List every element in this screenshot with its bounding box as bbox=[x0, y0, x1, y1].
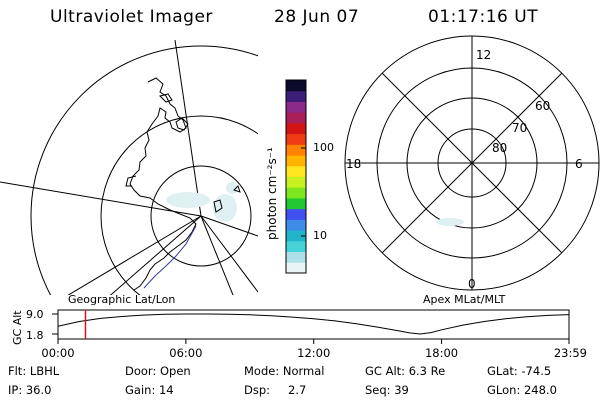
timeline-x-tick-label: 18:00 bbox=[425, 346, 458, 360]
date-label: 28 Jun 07 bbox=[274, 7, 360, 27]
instrument-title: Ultraviolet Imager bbox=[50, 7, 213, 27]
timeline-x-tick-label: 06:00 bbox=[169, 346, 202, 360]
mlt-label-top: 12 bbox=[476, 48, 491, 62]
colorbar-segment bbox=[286, 144, 306, 156]
gc-alt-curve bbox=[57, 313, 570, 335]
colorbar-segment bbox=[286, 112, 306, 124]
mlat-label-60: 60 bbox=[535, 99, 550, 113]
dsp-label: Dsp: bbox=[244, 383, 271, 397]
seq-info: Seq: 39 bbox=[365, 383, 409, 397]
gc-alt-info: GC Alt: 6.3 Re bbox=[365, 364, 446, 378]
timeline-x-tick-label: 23:59 bbox=[554, 346, 587, 360]
colorbar-segment bbox=[286, 208, 306, 220]
colorbar-segment bbox=[286, 80, 306, 92]
colorbar-segment bbox=[286, 133, 306, 145]
colorbar-segment bbox=[286, 101, 306, 113]
apex-polar-plot bbox=[344, 35, 600, 291]
timeline-frame bbox=[57, 309, 570, 340]
timeline-x-tick-label: 00:00 bbox=[41, 346, 74, 360]
colorbar-segment bbox=[286, 165, 306, 177]
timeline-x-tick-label: 12:00 bbox=[297, 346, 330, 360]
lat-circle-mid bbox=[100, 115, 258, 295]
mode-info: Mode: Normal bbox=[244, 364, 325, 378]
timeline-y-tick-max: 9.0 bbox=[26, 308, 44, 321]
colorbar-unit-label: photon cm⁻²s⁻¹ bbox=[265, 147, 279, 240]
colorbar-segment bbox=[286, 122, 306, 135]
timeline-y-label: GC Alt bbox=[11, 310, 24, 345]
mlt-label-bottom: 0 bbox=[468, 277, 476, 291]
lat-circle-inner bbox=[150, 165, 252, 267]
colorbar-segment bbox=[286, 90, 306, 102]
lat-circle-outer bbox=[30, 45, 258, 295]
left-panel-caption: Geographic Lat/Lon bbox=[68, 293, 176, 306]
colorbar-tick-10: 10 bbox=[313, 229, 327, 242]
right-panel-caption: Apex MLat/MLT bbox=[423, 293, 506, 306]
colorbar-segment bbox=[286, 155, 306, 167]
flt-info: Flt: LBHL bbox=[8, 364, 60, 378]
mlat-label-70: 70 bbox=[512, 121, 527, 135]
colorbar bbox=[286, 80, 306, 274]
mlat-label-80: 80 bbox=[492, 141, 507, 155]
glon-info: GLon: 248.0 bbox=[487, 383, 557, 397]
mlt-label-left: 18 bbox=[346, 157, 361, 171]
aurora-glow bbox=[166, 182, 238, 222]
colorbar-segment bbox=[286, 251, 306, 263]
colorbar-segment bbox=[286, 262, 306, 274]
door-info: Door: Open bbox=[125, 364, 191, 378]
colorbar-segment bbox=[286, 230, 306, 242]
glat-info: GLat: -74.5 bbox=[487, 364, 552, 378]
colorbar-tick-100: 100 bbox=[313, 141, 334, 154]
colorbar-segment bbox=[286, 187, 306, 199]
colorbar-segment bbox=[286, 197, 306, 210]
aurora-glow-apex bbox=[436, 218, 464, 226]
ip-info: IP: 36.0 bbox=[8, 383, 52, 397]
dsp-value: 2.7 bbox=[288, 383, 307, 397]
colorbar-segment bbox=[286, 240, 306, 253]
antarctic-coastline bbox=[129, 77, 197, 291]
time-label: 01:17:16 UT bbox=[428, 7, 539, 27]
timeline-y-tick-min: 1.8 bbox=[26, 329, 44, 342]
gain-info: Gain: 14 bbox=[125, 383, 174, 397]
mlt-label-right: 6 bbox=[575, 157, 583, 171]
colorbar-segment bbox=[286, 176, 306, 188]
colorbar-segment bbox=[286, 219, 306, 231]
